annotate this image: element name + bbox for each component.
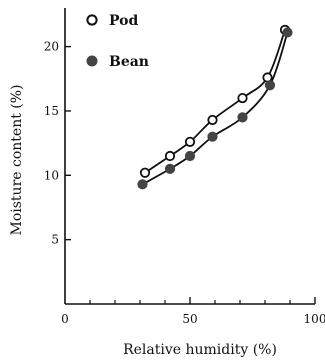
y-tick-label: 20 [44,40,59,54]
data-point-bean [282,27,293,38]
legend-marker-bean [86,55,98,67]
fit-curve-pod [144,29,286,174]
x-axis-title: Relative humidity (%) [123,342,277,358]
data-point-pod [207,114,218,126]
y-tick-label: 5 [51,233,59,247]
data-points [137,24,293,190]
y-tick-label: 10 [44,168,59,182]
y-tick-label: 15 [44,104,59,118]
legend-label-bean: Bean [109,54,149,70]
x-tick-label: 50 [182,312,197,326]
legend-label-pod: Pod [109,13,138,29]
data-point-pod [237,92,248,104]
data-point-pod [164,150,176,162]
data-point-pod [184,136,196,147]
data-point-bean [137,179,148,190]
data-point-bean [164,163,176,174]
data-point-pod [139,167,151,178]
data-point-bean [184,150,196,162]
legend: Pod Bean [86,13,149,70]
x-tick-label: 0 [61,312,69,326]
fit-curves [142,29,289,186]
legend-marker-pod [86,14,98,26]
data-point-bean [237,112,248,123]
data-point-bean [207,131,218,142]
data-point-bean [264,80,276,91]
y-axis-title: Moisture content (%) [9,84,25,235]
axes: 5 10 15 20 0 50 100 [44,8,325,326]
x-tick-label: 100 [304,312,325,326]
fit-curve-bean [142,32,289,186]
